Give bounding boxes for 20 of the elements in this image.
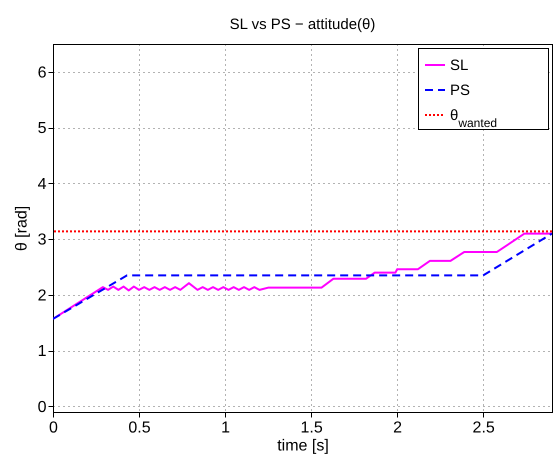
y-tick-label: 5 — [38, 120, 47, 138]
x-tick-label: 1 — [221, 420, 230, 436]
y-tick-label: 1 — [38, 343, 47, 360]
y-axis-title: θ [rad] — [14, 206, 31, 252]
x-tick-label: 2 — [393, 420, 402, 436]
legend-label: θ$_{wanted}$ — [450, 107, 498, 130]
y-tick-label: 0 — [38, 398, 47, 416]
chart-title: SL vs PS − attitude(θ) — [230, 16, 376, 33]
x-tick-label: 2.5 — [472, 420, 495, 436]
x-tick-label: 0.5 — [128, 420, 151, 436]
x-axis-title: time [s] — [277, 438, 329, 454]
legend-label: SL — [450, 57, 468, 74]
x-tick-label: 1.5 — [300, 420, 323, 436]
line-series — [53, 232, 552, 320]
y-tick-label: 6 — [38, 64, 47, 82]
y-tick-label: 3 — [38, 232, 47, 249]
y-tick-label: 4 — [38, 176, 47, 193]
y-tick-label: 2 — [38, 287, 47, 304]
x-tick-label: 0 — [49, 420, 58, 436]
legend-label: PS — [450, 82, 470, 99]
